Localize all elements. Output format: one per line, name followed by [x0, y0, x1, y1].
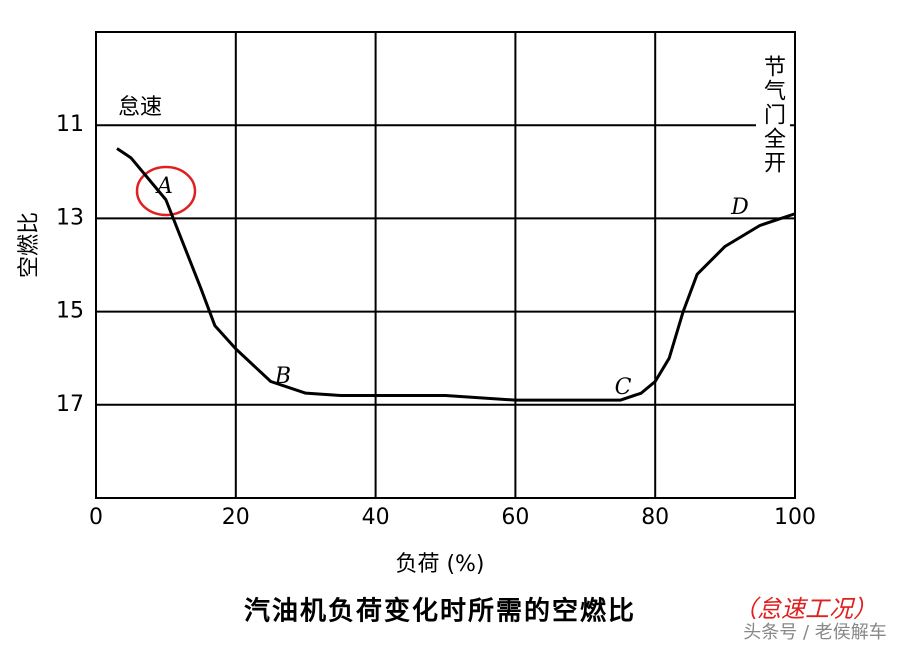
x-tick-label: 100 — [774, 505, 816, 530]
caption-note: （怠速工况） — [733, 595, 877, 623]
y-tick-label: 13 — [56, 205, 84, 230]
data-line — [116, 147, 796, 402]
y-axis-label: 空燃比 — [17, 212, 42, 278]
x-tick-label: 0 — [89, 505, 103, 530]
annotation: D — [730, 195, 749, 220]
annotation: C — [615, 375, 632, 400]
annotation: 怠速 — [118, 95, 162, 120]
y-tick-label: 17 — [56, 392, 84, 417]
plot-frame — [95, 31, 796, 499]
y-tick-label: 15 — [56, 299, 84, 324]
y-tick-label: 11 — [56, 112, 84, 137]
label-backdrop — [756, 55, 790, 175]
x-axis-label: 负荷 (%) — [395, 552, 484, 577]
annotation: 节气门全开 — [760, 55, 786, 175]
x-tick-label: 80 — [641, 505, 669, 530]
annotation: A — [155, 174, 173, 199]
caption: 汽油机负荷变化时所需的空燃比 — [244, 596, 636, 627]
x-tick-label: 40 — [362, 505, 390, 530]
watermark: 头条号 / 老侯解车 — [743, 622, 887, 643]
x-tick-label: 60 — [501, 505, 529, 530]
annotation: B — [274, 364, 291, 389]
highlight-circle — [135, 165, 197, 217]
x-tick-label: 20 — [222, 505, 250, 530]
